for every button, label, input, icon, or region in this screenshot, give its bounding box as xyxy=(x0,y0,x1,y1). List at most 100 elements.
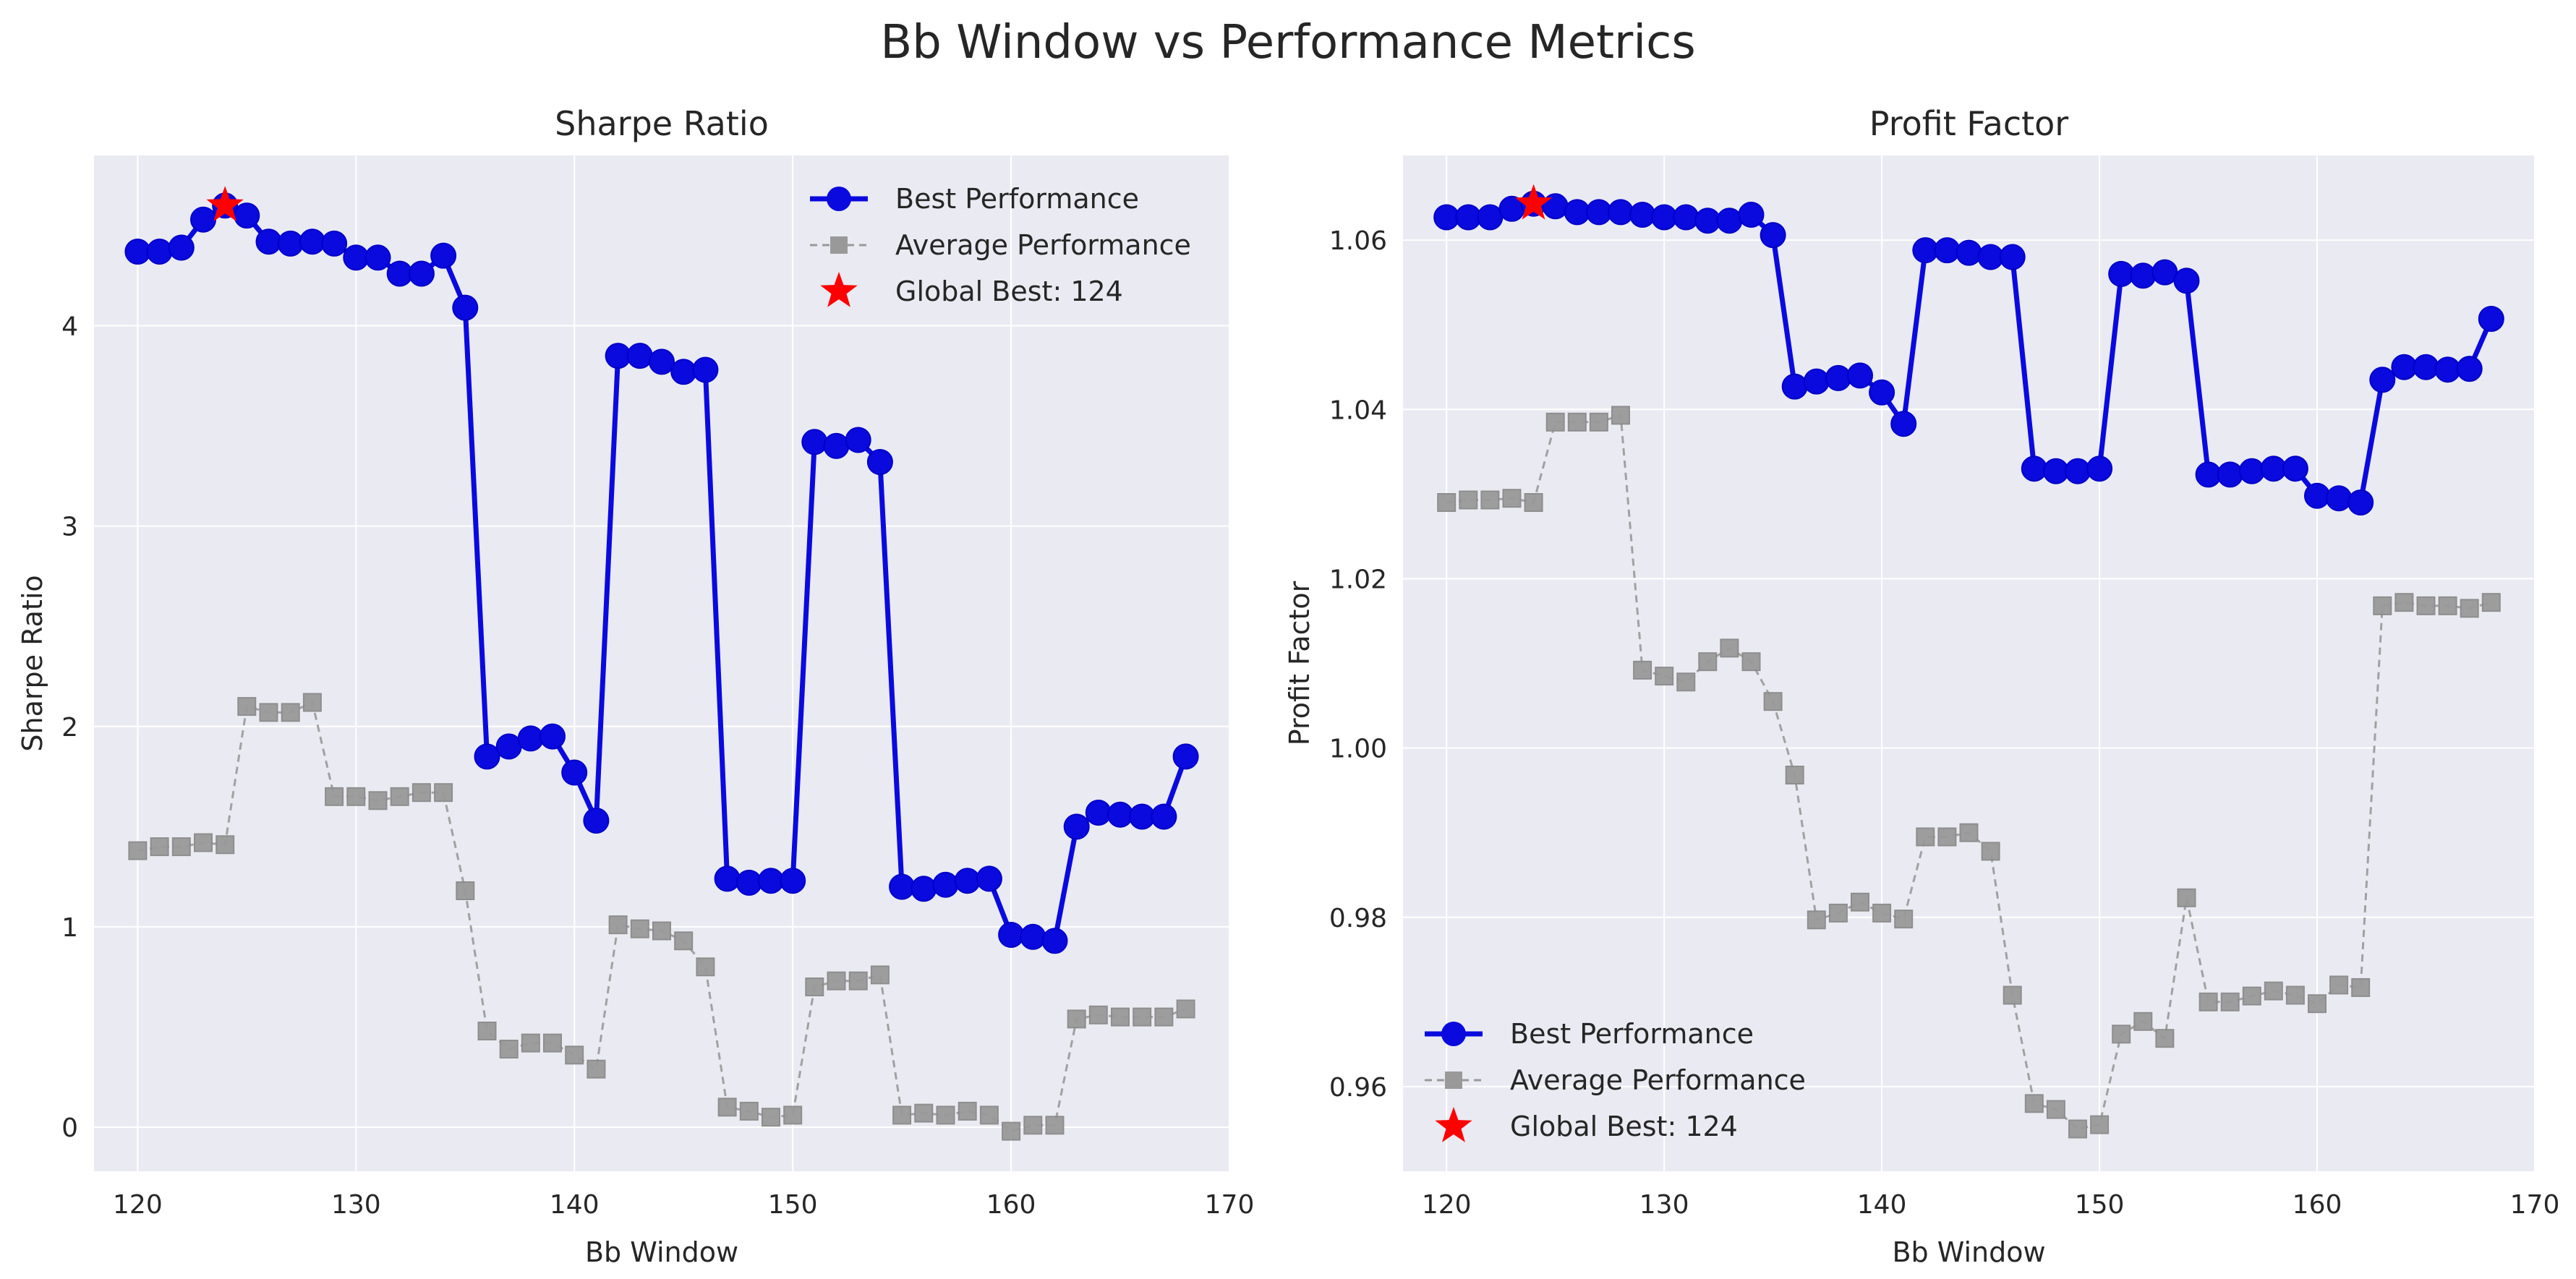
sharpe-ratio-best-point xyxy=(954,868,981,894)
profit-factor-y-tick-label: 1.00 xyxy=(1329,735,1387,764)
sharpe-ratio-y-axis-label: Sharpe Ratio xyxy=(17,575,48,751)
sharpe-ratio-best-point xyxy=(495,733,522,760)
sharpe-ratio-best-point xyxy=(692,356,719,383)
sharpe-ratio-best-point xyxy=(321,230,348,257)
sharpe-ratio-best-point xyxy=(386,260,413,287)
sharpe-ratio-average-point xyxy=(368,791,388,810)
sharpe-ratio-average-point xyxy=(1111,1007,1130,1027)
profit-factor-average-point xyxy=(1785,766,1804,784)
profit-factor-average-point xyxy=(1589,412,1608,432)
profit-factor-best-point xyxy=(1999,244,2026,270)
sharpe-ratio-average-point xyxy=(805,978,824,996)
profit-factor-best-point xyxy=(1477,204,1504,231)
profit-factor-best-point xyxy=(2173,268,2200,294)
sharpe-ratio-best-point xyxy=(1107,801,1133,828)
sharpe-ratio-average-point xyxy=(1176,999,1195,1019)
sharpe-ratio-y-tick-label: 1 xyxy=(61,913,78,943)
sharpe-ratio-y-tick-label: 2 xyxy=(61,713,78,743)
sharpe-ratio-average-point xyxy=(1133,1007,1152,1027)
sharpe-ratio-average-point xyxy=(1045,1116,1065,1135)
sharpe-ratio-best-point xyxy=(146,239,173,265)
sharpe-ratio-average-point xyxy=(128,841,148,860)
profit-factor-average-point xyxy=(1872,903,1892,923)
sharpe-ratio-x-tick-label: 140 xyxy=(550,1190,600,1220)
profit-factor-best-point xyxy=(1934,237,1961,264)
profit-factor-plot-area xyxy=(1403,155,2535,1171)
profit-factor-average-point xyxy=(1763,692,1783,711)
sharpe-ratio-average-point xyxy=(1154,1007,1174,1027)
sharpe-ratio-average-point xyxy=(390,787,409,806)
profit-factor-legend-average-marker xyxy=(1445,1071,1462,1089)
profit-factor-best-point xyxy=(1608,199,1634,226)
profit-factor-legend-average-label: Average Performance xyxy=(1510,1064,1806,1096)
profit-factor-average-point xyxy=(2112,1025,2131,1044)
profit-factor-best-point xyxy=(1869,379,1895,406)
sharpe-ratio-y-tick-label: 3 xyxy=(61,513,78,542)
profit-factor-panel: 120 130 140 150 160 170 0.96 0.98 1.00 1.02 1.04 1.… xyxy=(1284,104,2559,1268)
sharpe-ratio-best-point xyxy=(823,432,850,459)
profit-factor-best-point xyxy=(2282,455,2308,482)
profit-factor-best-point xyxy=(1781,373,1808,400)
sharpe-ratio-average-point xyxy=(499,1040,519,1058)
sharpe-ratio-legend-average-marker xyxy=(830,236,848,254)
profit-factor-average-point xyxy=(2351,978,2371,997)
profit-factor-best-point xyxy=(1738,202,1765,228)
sharpe-ratio-average-point xyxy=(674,931,694,951)
sharpe-ratio-average-point xyxy=(958,1101,977,1121)
profit-factor-best-point xyxy=(1673,204,1699,231)
profit-factor-global-best-marker xyxy=(1514,184,1553,220)
profit-factor-best-point xyxy=(2391,354,2418,380)
profit-factor-best-point xyxy=(1651,204,1678,231)
sharpe-ratio-panel: 120 130 140 150 160 170 0 1 2 3 4 Sharpe Ratio Bb Wi… xyxy=(17,104,1254,1268)
profit-factor-average-point xyxy=(1937,827,1957,847)
profit-factor-legend-global-best-label: Global Best: 124 xyxy=(1510,1111,1738,1142)
sharpe-ratio-x-tick-label: 170 xyxy=(1205,1190,1255,1220)
sharpe-ratio-average-point xyxy=(434,783,453,803)
sharpe-ratio-best-point xyxy=(408,260,435,287)
profit-factor-legend: Best Performance Average Performance Globa… xyxy=(1425,1018,1806,1142)
profit-factor-best-point xyxy=(2347,489,2374,516)
sharpe-ratio-y-tick-label: 0 xyxy=(61,1113,78,1143)
profit-factor-average-point xyxy=(1741,652,1761,672)
sharpe-ratio-best-point xyxy=(168,234,195,261)
profit-factor-best-point xyxy=(1716,208,1743,234)
profit-factor-average-point xyxy=(1502,489,1522,508)
sharpe-ratio-average-point xyxy=(171,837,191,857)
profit-factor-best-point xyxy=(1564,199,1590,226)
profit-factor-best-point xyxy=(1803,368,1830,395)
sharpe-ratio-average-point xyxy=(914,1103,934,1123)
sharpe-ratio-average-point xyxy=(827,971,846,991)
profit-factor-average-point xyxy=(1567,412,1587,432)
sharpe-ratio-best-point xyxy=(605,343,631,369)
sharpe-ratio-best-point xyxy=(430,242,457,269)
profit-factor-y-tick-label: 0.98 xyxy=(1329,904,1387,933)
profit-factor-title: Profit Factor xyxy=(1869,104,2069,143)
sharpe-ratio-legend-best-label: Best Performance xyxy=(895,183,1139,215)
sharpe-ratio-average-point xyxy=(587,1059,606,1079)
profit-factor-average-point xyxy=(1851,892,1869,912)
sharpe-ratio-best-point xyxy=(626,343,653,369)
profit-factor-best-point xyxy=(2065,458,2091,484)
sharpe-ratio-global-best-marker xyxy=(206,186,244,222)
sharpe-ratio-x-tick-label: 160 xyxy=(986,1190,1036,1220)
sharpe-ratio-average-point xyxy=(1067,1009,1086,1029)
sharpe-ratio-best-point xyxy=(976,865,1002,892)
profit-factor-average-point xyxy=(2133,1011,2153,1031)
profit-factor-x-tick-label: 120 xyxy=(1422,1190,1472,1220)
sharpe-ratio-best-point xyxy=(1151,803,1177,830)
profit-factor-average-point xyxy=(1676,672,1696,692)
sharpe-ratio-best-point xyxy=(190,206,216,233)
profit-factor-average-point xyxy=(1480,490,1500,510)
profit-factor-best-point xyxy=(2086,455,2113,482)
sharpe-ratio-x-tick-label: 150 xyxy=(768,1190,818,1220)
profit-factor-best-point xyxy=(1585,199,1612,226)
profit-factor-average-point xyxy=(1698,652,1718,672)
sharpe-ratio-best-point xyxy=(1063,813,1090,840)
sharpe-ratio-average-point xyxy=(892,1105,912,1125)
sharpe-ratio-average-point xyxy=(521,1033,540,1053)
sharpe-ratio-best-point xyxy=(889,873,916,900)
sharpe-ratio-best-point xyxy=(343,244,370,271)
sharpe-ratio-x-tick-label: 120 xyxy=(113,1190,163,1220)
profit-factor-best-point xyxy=(2151,259,2178,286)
profit-factor-average-point xyxy=(1828,903,1848,923)
